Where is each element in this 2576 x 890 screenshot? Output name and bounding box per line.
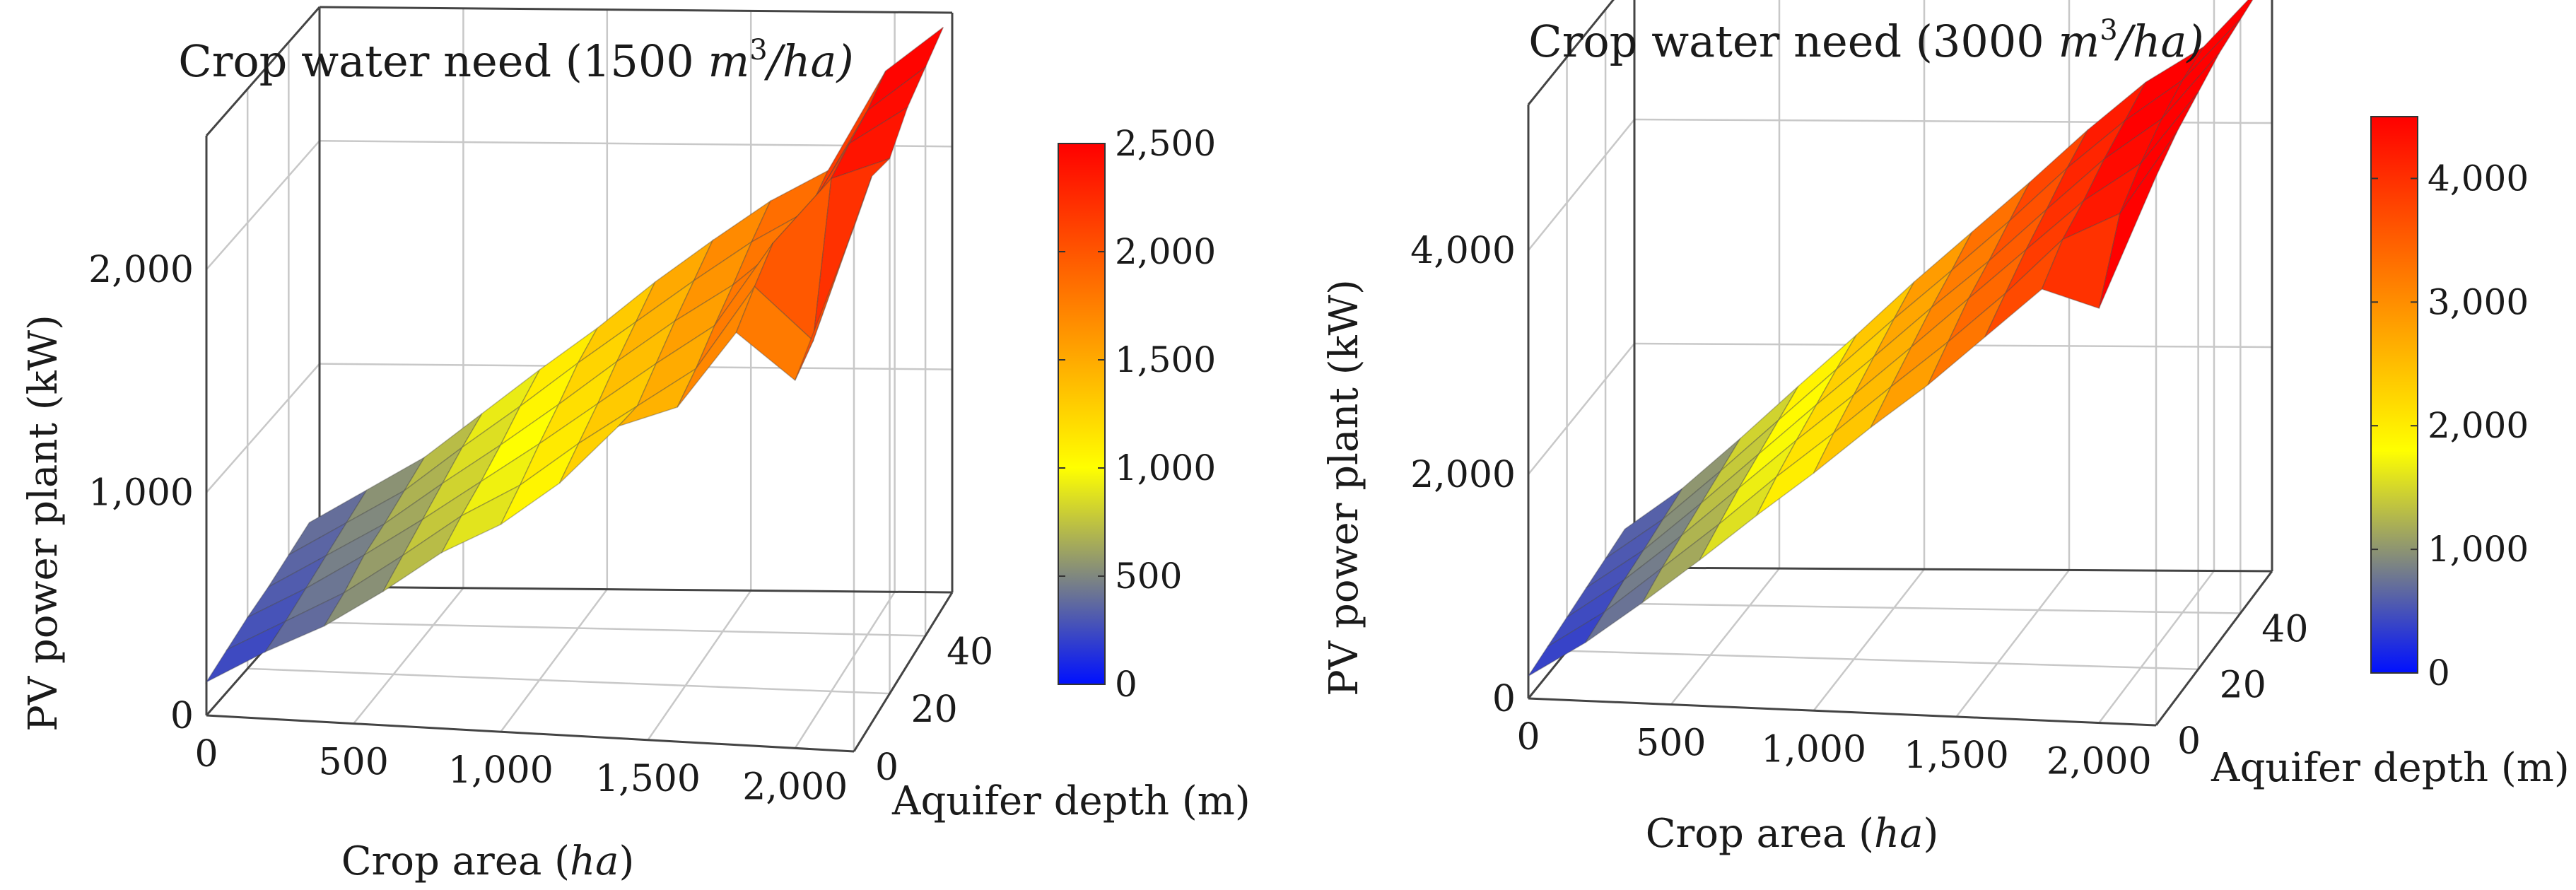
surface-patch [795,176,873,381]
z-tick-label: 1,000 [88,472,194,515]
floor-grid-line [353,587,464,725]
left-wall-grid-line [206,363,320,493]
colorbar-tick-label: 1,000 [1115,447,1216,488]
floor-grid-line [247,667,890,695]
surface-patch [2098,131,2178,309]
y-tick-label: 40 [2261,608,2308,650]
axis-frame-line [319,585,953,594]
chart-2-ticks: 0 500 1,000 1,500 2,000 0 20 40 0 2,000 4,000 [1410,230,2308,783]
chart-2-xlabel: Crop area (ha) [1646,811,1939,857]
floor-grid-line [1955,569,2070,718]
chart-1-colorbar-ticks: 0 500 1,000 1,500 2,000 2,500 [1058,123,1216,705]
surface-chart-2: 0 500 1,000 1,500 2,000 0 20 40 0 2,000 4,000 Crop… [1321,0,2570,857]
chart-2-colorbar-ticks: 0 1,000 2,000 3,000 4,000 [2371,158,2529,693]
y-tick-label: 0 [2177,720,2201,763]
chart-1-colorbar [1058,143,1106,685]
chart-1-ylabel: Aquifer depth (m) [891,778,1251,824]
z-tick-label: 2,000 [1410,454,1516,496]
floor-grid-line [794,591,896,749]
chart-1-xlabel: Crop area (ha) [341,838,635,884]
floor-grid-line [500,588,608,732]
x-tick-label: 500 [319,742,389,784]
axis-frame-line [205,6,321,136]
chart-1-surface [204,26,944,684]
chart-2-title: Crop water need (3000 m3/ha) [1528,14,2203,67]
chart-1-frame [205,6,954,753]
chart-2-surface [1528,0,2254,677]
colorbar-tick-label: 4,000 [2428,158,2529,199]
chart-2-colorbar [2370,116,2418,674]
surface-patch [2182,0,2254,81]
left-wall-grid-line [206,140,320,271]
axis-frame-line [1528,697,2157,727]
x-tick-label: 500 [1636,722,1706,765]
surface-patch [2119,92,2199,214]
colorbar-tick-label: 1,000 [2428,529,2529,570]
axis-frame-line [1527,0,1615,105]
floor-grid-line [1567,650,2199,670]
colorbar-tick-label: 0 [1115,664,1137,705]
colorbar-tick-label: 1,500 [1115,339,1216,380]
floor-grid-line [288,621,926,637]
x-tick-label: 0 [194,733,218,775]
floor-grid-line [1670,568,1780,705]
chart-2-ylabel: Aquifer depth (m) [2211,745,2570,791]
colorbar-tick-label: 500 [1115,556,1182,597]
axis-frame-line [1634,566,2273,573]
y-tick-label: 0 [875,746,898,789]
axis-frame-line [2155,570,2273,726]
x-tick-label: 1,500 [1904,734,2009,777]
colorbar-tick-label: 2,500 [1115,123,1216,164]
colorbar-tick-label: 2,000 [2428,405,2529,446]
x-tick-label: 1,000 [448,749,554,792]
z-tick-label: 0 [170,695,194,737]
chart-1-title: Crop water need (1500 m3/ha) [178,34,853,87]
surface-patch [848,65,927,146]
colorbar-tick-label: 2,000 [1115,231,1216,272]
axis-frame-line [206,714,855,753]
y-tick-label: 40 [947,631,993,673]
x-tick-label: 2,000 [742,766,848,808]
left-wall-grid-line [1528,119,1635,251]
z-tick-label: 4,000 [1410,230,1516,272]
surface-chart-1: 0 500 1,000 1,500 2,000 0 20 40 0 1,000 2,000 Crop… [21,6,1251,884]
colorbar-tick-label: 3,000 [2428,281,2529,322]
surface-patch [867,26,944,112]
axis-frame-line [853,592,954,752]
y-tick-label: 20 [2220,664,2266,707]
chart-1-zlabel: PV power plant (kW) [21,315,66,732]
z-tick-label: 0 [1492,678,1516,720]
x-tick-label: 2,000 [2047,741,2152,783]
z-tick-label: 2,000 [88,249,194,291]
chart-1-ticks: 0 500 1,000 1,500 2,000 0 20 40 0 1,000 2,000 [88,249,993,808]
left-wall-grid-line [1528,343,1635,475]
x-tick-label: 1,000 [1761,728,1866,771]
colorbar-tick-label: 0 [2428,652,2450,693]
y-tick-label: 20 [911,689,958,731]
x-tick-label: 1,500 [595,758,701,800]
x-tick-label: 0 [1516,716,1540,759]
chart-2-zlabel: PV power plant (kW) [1321,279,1367,696]
floor-grid-line [1605,602,2241,614]
floor-grid-line [1813,568,1925,712]
axis-frame-line [319,6,953,14]
chart-2-frame [1527,0,2273,727]
floor-grid-line [647,590,752,741]
surface-patch [2161,18,2241,119]
